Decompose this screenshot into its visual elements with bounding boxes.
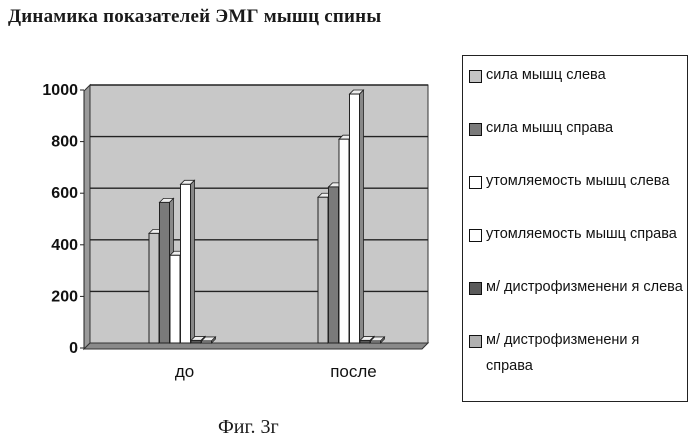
y-tick-label: 1000	[42, 82, 78, 99]
y-tick-label: 200	[51, 288, 78, 305]
bar	[202, 341, 212, 343]
bar	[318, 197, 328, 343]
legend-swatch	[469, 70, 482, 83]
bar	[191, 340, 201, 343]
bar	[181, 184, 191, 343]
bar	[160, 202, 170, 343]
legend-swatch	[469, 123, 482, 136]
legend-item: м/ дистрофизменени я слева	[469, 274, 683, 327]
legend-label: м/ дистрофизменени я справа	[486, 327, 683, 379]
bar	[149, 233, 159, 343]
legend-label: утомляемость мышц слева	[486, 168, 683, 194]
bar	[329, 187, 339, 343]
plot-area	[90, 85, 428, 343]
legend-item: сила мышц справа	[469, 115, 683, 168]
legend-swatch	[469, 176, 482, 189]
figure-caption: Фиг. 3г	[218, 416, 279, 439]
chart-legend: сила мышц слева сила мышц справа утомляе…	[462, 55, 688, 402]
plot-floor	[84, 343, 428, 349]
plot-side-wall	[84, 85, 90, 349]
legend-swatch	[469, 282, 482, 295]
y-tick-label: 600	[51, 185, 78, 202]
legend-label: м/ дистрофизменени я слева	[486, 274, 683, 300]
bar	[360, 340, 370, 343]
bar-side	[360, 90, 364, 343]
legend-item: сила мышц слева	[469, 62, 683, 115]
bar	[339, 139, 349, 343]
legend-label: сила мышц справа	[486, 115, 683, 141]
bar	[371, 341, 381, 343]
y-tick-label: 0	[69, 340, 78, 357]
legend-item: м/ дистрофизменени я справа	[469, 327, 683, 380]
x-tick-label: после	[330, 362, 377, 381]
y-tick-label: 800	[51, 134, 78, 151]
legend-label: сила мышц слева	[486, 62, 683, 88]
bar-side	[191, 180, 195, 343]
legend-item: утомляемость мышц справа	[469, 221, 683, 274]
legend-swatch	[469, 335, 482, 348]
legend-swatch	[469, 229, 482, 242]
y-tick-label: 400	[51, 237, 78, 254]
bar	[170, 255, 180, 343]
bar	[350, 94, 360, 343]
legend-item: утомляемость мышц слева	[469, 168, 683, 221]
legend-label: утомляемость мышц справа	[486, 221, 683, 247]
x-tick-label: до	[175, 362, 194, 381]
